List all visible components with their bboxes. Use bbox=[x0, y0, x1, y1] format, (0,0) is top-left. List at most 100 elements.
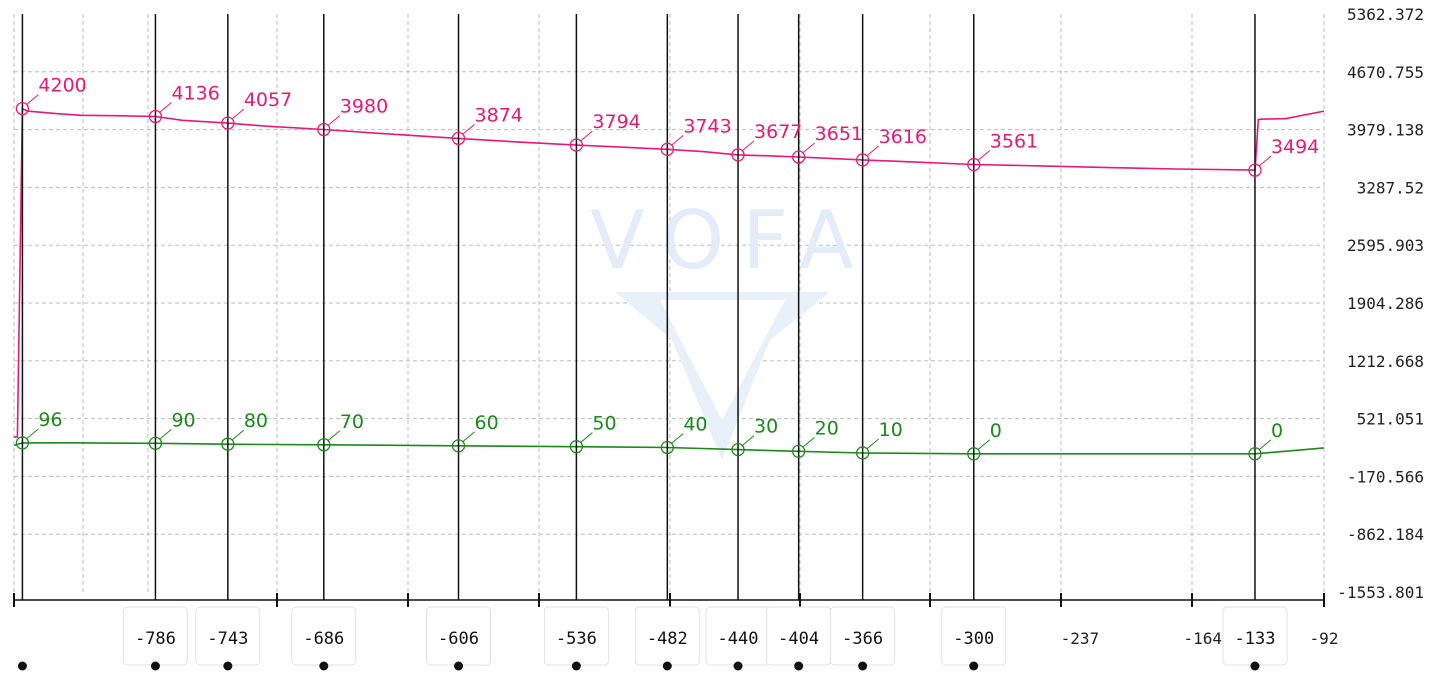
marker-leader bbox=[159, 428, 172, 440]
value-label: 3616 bbox=[879, 126, 927, 148]
value-label: 3651 bbox=[815, 123, 863, 145]
y-tick-label: 3979.138 bbox=[1347, 121, 1424, 140]
marker-leader bbox=[231, 108, 245, 120]
value-label: 3743 bbox=[683, 115, 731, 137]
value-label: 3980 bbox=[340, 96, 388, 118]
cursor-marker bbox=[967, 157, 981, 172]
value-label: 3874 bbox=[475, 104, 523, 126]
marker-leader bbox=[580, 130, 593, 142]
y-tick-label: -1553.801 bbox=[1337, 583, 1424, 602]
value-label: 3561 bbox=[990, 131, 1038, 153]
cursor-x-label[interactable]: -133 bbox=[1222, 606, 1288, 666]
cursor-marker bbox=[731, 148, 745, 162]
cursor-handle[interactable] bbox=[150, 661, 160, 671]
series-line-1 bbox=[13, 441, 1325, 455]
value-label: 4200 bbox=[38, 75, 86, 97]
cursor-handle[interactable] bbox=[1250, 661, 1260, 671]
y-tick-label: 4670.755 bbox=[1347, 63, 1424, 82]
y-tick-label: 2595.903 bbox=[1347, 236, 1424, 255]
cursor-x-value: -482 bbox=[647, 629, 688, 649]
cursor-marker bbox=[1248, 163, 1262, 177]
marker-leader bbox=[462, 431, 475, 443]
cursor-x-label[interactable]: -686 bbox=[291, 606, 357, 666]
y-tick-label: 5362.372 bbox=[1347, 5, 1424, 24]
value-label: 80 bbox=[244, 410, 268, 432]
marker-leader bbox=[866, 438, 879, 450]
cursor-marker bbox=[967, 447, 981, 461]
marker-leader bbox=[26, 428, 39, 440]
marker-leader bbox=[1258, 439, 1272, 451]
cursor-x-label[interactable]: -440 bbox=[705, 606, 771, 666]
marker-leader bbox=[231, 429, 245, 441]
marker-layer: 4200 96 4136 90 4057 80 3980 70 3874 60 3794 50 3743… bbox=[15, 75, 1319, 461]
marker-leader bbox=[741, 435, 755, 446]
x-axis: -237 -164 -92 bbox=[13, 593, 1339, 648]
value-label: 0 bbox=[1271, 420, 1283, 442]
marker-leader bbox=[866, 145, 879, 157]
cursor-labels: -786 -743 -686 -606 -536 -482 -440 -404 -366 -300… bbox=[17, 606, 1288, 671]
marker-leader bbox=[977, 439, 991, 451]
x-tick-label: -237 bbox=[1061, 629, 1100, 648]
value-label: 70 bbox=[340, 411, 364, 433]
value-label: 3494 bbox=[1271, 136, 1319, 158]
marker-leader bbox=[802, 142, 815, 154]
cursor-marker bbox=[451, 131, 466, 146]
cursor-handle[interactable] bbox=[454, 661, 464, 671]
cursor-handle[interactable] bbox=[969, 661, 979, 671]
cursor-handle[interactable] bbox=[17, 661, 27, 671]
cursor-x-label[interactable]: -404 bbox=[766, 606, 832, 666]
cursor-handle[interactable] bbox=[733, 661, 743, 671]
marker-leader bbox=[977, 150, 991, 161]
y-tick-label: -862.184 bbox=[1347, 525, 1424, 544]
x-tick-label: -92 bbox=[1310, 629, 1339, 648]
cursor-marker bbox=[792, 444, 806, 458]
marker-leader bbox=[327, 430, 341, 442]
cursor-x-label[interactable]: -606 bbox=[426, 606, 492, 666]
marker-leader bbox=[159, 102, 172, 113]
cursor-x-label[interactable]: -300 bbox=[941, 606, 1007, 666]
watermark: VOFA bbox=[590, 194, 872, 287]
cursor-marker bbox=[855, 153, 870, 167]
cursor-marker bbox=[148, 109, 163, 124]
marker-leader bbox=[580, 432, 593, 444]
marker-leader bbox=[802, 436, 815, 448]
cursor-x-label[interactable]: -743 bbox=[195, 606, 261, 666]
cursor-x-label[interactable]: -366 bbox=[830, 606, 896, 666]
y-tick-label: -170.566 bbox=[1347, 467, 1424, 486]
series-line-0 bbox=[14, 107, 1325, 438]
marker-leader bbox=[327, 115, 341, 126]
cursor-handle[interactable] bbox=[571, 661, 581, 671]
marker-leader bbox=[670, 134, 684, 146]
marker-leader bbox=[1258, 155, 1272, 167]
cursor-x-value: -536 bbox=[556, 629, 597, 649]
cursor-marker bbox=[792, 150, 806, 164]
cursor-x-label[interactable]: -482 bbox=[634, 606, 700, 666]
value-label: 0 bbox=[990, 420, 1002, 442]
marker-leader bbox=[462, 124, 475, 135]
cursor-handle[interactable] bbox=[223, 661, 233, 671]
cursor-marker bbox=[15, 101, 30, 116]
cursor-x-label[interactable]: -786 bbox=[122, 606, 188, 666]
watermark-logo-icon bbox=[615, 292, 830, 460]
value-label: 96 bbox=[38, 409, 62, 431]
cursor-handle[interactable] bbox=[319, 661, 329, 671]
cursor-marker bbox=[660, 142, 674, 156]
cursor-marker bbox=[15, 436, 30, 450]
cursor-handle[interactable] bbox=[662, 661, 672, 671]
cursor-marker bbox=[451, 439, 466, 453]
cursor-marker bbox=[1248, 447, 1262, 461]
cursor-marker bbox=[317, 438, 331, 452]
marker-leader bbox=[741, 140, 755, 152]
value-label: 4136 bbox=[171, 82, 219, 104]
cursor-handle[interactable] bbox=[794, 661, 804, 671]
value-label: 60 bbox=[475, 412, 499, 434]
cursor-x-label[interactable]: -536 bbox=[543, 606, 609, 666]
cursor-x-value: -404 bbox=[778, 629, 819, 649]
value-label: 30 bbox=[754, 416, 778, 438]
cursor-marker bbox=[317, 122, 331, 137]
cursor-x-value: -300 bbox=[953, 629, 994, 649]
cursor-x-value: -606 bbox=[438, 629, 479, 649]
cursor-handle[interactable] bbox=[858, 661, 868, 671]
